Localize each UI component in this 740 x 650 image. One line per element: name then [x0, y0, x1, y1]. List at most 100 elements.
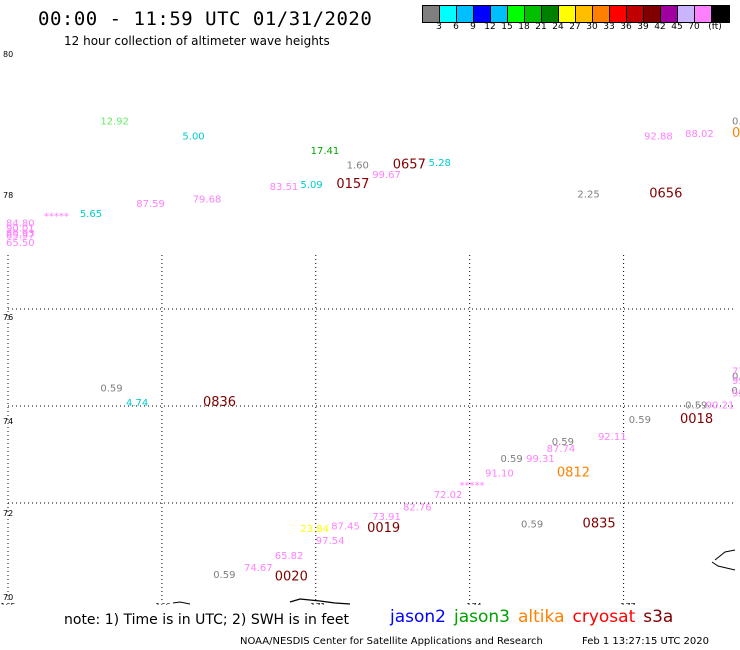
wave-height-label: 0.59 — [500, 454, 522, 465]
pass-time-label: 0657 — [393, 157, 426, 172]
lon-tick-label: 174 — [466, 602, 481, 605]
wave-height-label: 99.67 — [732, 376, 740, 387]
wave-height-label: 65.82 — [275, 551, 304, 562]
pass-time-label: 0157 — [336, 177, 369, 192]
wave-height-label: 92.88 — [644, 131, 673, 142]
coastline-segment — [711, 549, 736, 571]
pass-time-label: 0812 — [557, 465, 590, 480]
wave-height-label: 77 — [732, 366, 740, 377]
color-swatch — [695, 6, 712, 22]
footer-credit: NOAA/NESDIS Center for Satellite Applica… — [240, 636, 543, 647]
color-scale-bar — [422, 5, 730, 23]
color-swatch — [610, 6, 627, 22]
pass-time-label: 0018 — [680, 412, 713, 427]
wave-height-label: 79.68 — [193, 194, 222, 205]
wave-height-label: 0.59 — [552, 437, 574, 448]
satellite-legend: jason2 jason3 altika cryosat s3a — [390, 607, 681, 627]
wave-height-label: 73.91 — [372, 512, 401, 523]
wave-height-label: 23.84 — [300, 524, 329, 535]
wave-height-label: 90.21 — [706, 400, 735, 411]
color-scale-label: 45 — [671, 22, 683, 32]
wave-height-label: 88.02 — [685, 129, 714, 140]
wave-height-label: 0.59 — [629, 415, 651, 426]
color-swatch — [712, 6, 729, 22]
lon-tick-label: 177 — [620, 602, 635, 605]
color-scale-label: 15 — [501, 22, 513, 32]
color-swatch — [593, 6, 610, 22]
wave-height-label: 91.10 — [485, 468, 514, 479]
wave-height-label: 92.11 — [598, 432, 627, 443]
wave-height-label: 87.74 — [547, 444, 576, 455]
pass-time-label: 0836 — [203, 395, 236, 410]
lon-tick-label: 171 — [310, 602, 325, 605]
color-scale-label: 39 — [637, 22, 649, 32]
lon-tick-label: 165 — [0, 602, 15, 605]
wave-height-label: 65.50 — [6, 238, 35, 249]
wave-height-label: 0.59 — [732, 117, 740, 128]
note-text: note: 1) Time is in UTC; 2) SWH is in fe… — [64, 612, 350, 628]
wave-height-label: 80.93 — [6, 228, 35, 239]
pass-time-label: 0020 — [275, 570, 308, 585]
color-scale-label: 3 — [436, 22, 442, 32]
lat-tick-label: 78 — [3, 191, 13, 200]
color-swatch — [525, 6, 542, 22]
color-scale-label: 21 — [535, 22, 547, 32]
wave-height-label: 99.31 — [526, 454, 555, 465]
color-scale-label: 12 — [484, 22, 496, 32]
wave-height-label: 82.76 — [403, 502, 432, 513]
wave-height-label: 0.59 — [685, 400, 707, 411]
lat-tick-label: 76 — [3, 313, 13, 322]
wave-height-label: 85.97 — [6, 231, 35, 242]
color-swatch — [627, 6, 644, 22]
lat-tick-label: 80 — [3, 50, 13, 59]
wave-height-label: 0.59 — [521, 519, 543, 530]
color-swatch — [508, 6, 525, 22]
color-swatch — [457, 6, 474, 22]
color-swatch — [474, 6, 491, 22]
pass-time-label: 0019 — [367, 521, 400, 536]
color-scale-label: 30 — [586, 22, 598, 32]
lat-tick-label: 72 — [3, 509, 13, 518]
color-scale-label: 42 — [654, 22, 666, 32]
color-scale-label: 36 — [620, 22, 632, 32]
legend-item: jason2 — [390, 607, 446, 627]
wave-height-label: 0.59 — [732, 371, 740, 382]
lat-tick-label: 70 — [3, 593, 13, 602]
color-swatch — [440, 6, 457, 22]
wave-height-label: 74.67 — [244, 563, 273, 574]
legend-item: cryosat — [572, 607, 636, 627]
color-scale-labels: 3 6 9 12 15 18 21 24 27 30 33 36 39 42 45 70 (ft) — [422, 22, 740, 34]
pass-time-label: 0656 — [649, 186, 682, 201]
pass-time-label: 0835 — [583, 516, 616, 531]
color-scale-label: (ft) — [708, 22, 722, 32]
color-swatch — [491, 6, 508, 22]
color-scale-label: 24 — [552, 22, 564, 32]
wave-height-label: 97.54 — [316, 536, 345, 547]
lon-tick-label: 166 — [155, 602, 170, 605]
color-scale-label: 27 — [569, 22, 581, 32]
latitude-labels: 80 78 76 74 72 70 — [3, 50, 13, 602]
color-scale-label: 9 — [470, 22, 476, 32]
lat-tick-label: 74 — [3, 417, 13, 426]
wave-height-label: 5.65 — [80, 209, 102, 220]
wave-height-label: 99.67 — [372, 170, 401, 181]
wave-height-marks: 12.92 5.00 17.41 1.60 0657 5.28 99.67 83.51 5.09… — [6, 117, 740, 585]
legend-item: s3a — [643, 607, 674, 627]
color-scale-label: 33 — [603, 22, 615, 32]
coastline-segment — [289, 598, 351, 605]
wave-height-label: 5.28 — [429, 158, 451, 169]
color-scale-label: 70 — [688, 22, 700, 32]
color-scale-label: 6 — [453, 22, 459, 32]
wave-height-label: 90.01 — [6, 223, 35, 234]
wave-height-label: 1.60 — [347, 160, 369, 171]
wave-height-label: 87.45 — [331, 522, 360, 533]
wave-height-label: 84.80 — [6, 219, 35, 230]
color-swatch — [559, 6, 576, 22]
wave-height-label: 0.59 — [213, 570, 235, 581]
longitude-labels: 165 166 171 174 177 — [0, 602, 635, 605]
altimeter-map: 80 78 76 74 72 70 165 166 171 174 177 12.92 5.00 17… — [0, 50, 740, 605]
wave-height-label: 5.00 — [182, 131, 204, 142]
wave-height-label: 72.02 — [434, 490, 463, 501]
color-swatch — [678, 6, 695, 22]
color-swatch — [576, 6, 593, 22]
